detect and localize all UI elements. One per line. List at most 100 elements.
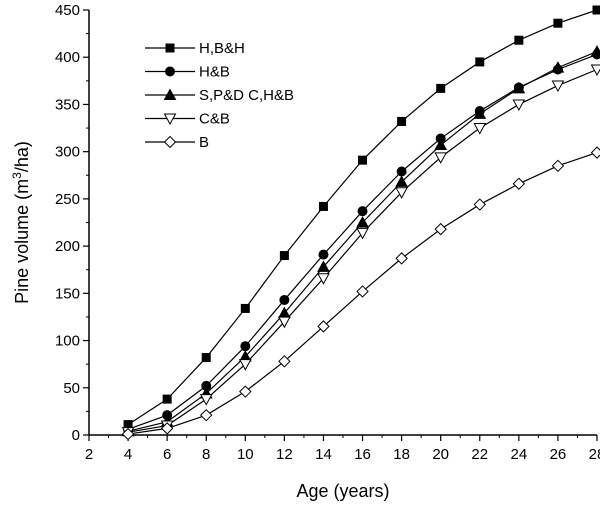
data-point [200, 408, 213, 422]
y-tick-label: 150 [55, 285, 80, 302]
legend-entry: S,P&D C,H&B [145, 87, 294, 104]
data-point [434, 222, 447, 236]
legend-label: S,P&D C,H&B [199, 87, 294, 104]
data-point [512, 177, 526, 190]
data-point [318, 249, 329, 260]
legend-label: H,B&H [199, 40, 245, 57]
axes: 2468101214161820222426280501001502002503… [55, 2, 600, 463]
legend: H,B&H H&B S,P&D C,H&B C&B B [145, 40, 294, 151]
x-tick-label: 26 [550, 446, 567, 463]
data-point [553, 18, 563, 28]
data-point [317, 320, 330, 333]
series-3 [121, 45, 600, 437]
data-point [278, 316, 291, 329]
y-tick-label: 0 [72, 427, 80, 444]
x-tick-label: 24 [511, 446, 528, 463]
data-point [317, 260, 330, 272]
data-point [551, 80, 565, 93]
x-tick-label: 28 [589, 446, 600, 463]
y-tick-label: 300 [55, 144, 80, 161]
data-point [356, 285, 369, 298]
data-point [434, 152, 448, 164]
legend-marker [163, 135, 177, 149]
data-point [279, 294, 290, 305]
data-point [239, 385, 252, 398]
x-tick-label: 8 [202, 446, 210, 463]
data-point [475, 57, 485, 67]
data-point [160, 422, 174, 435]
data-point [473, 123, 487, 135]
data-point [201, 353, 211, 363]
data-point [199, 394, 213, 406]
data-point [592, 5, 600, 15]
data-point [436, 83, 446, 93]
data-point [240, 303, 250, 313]
data-point [318, 201, 328, 211]
data-point [473, 198, 486, 211]
data-point [395, 187, 408, 199]
data-point [240, 341, 251, 352]
y-tick-label: 250 [55, 191, 80, 208]
x-tick-label: 12 [276, 446, 293, 463]
data-point [395, 252, 408, 265]
series-layer [121, 5, 600, 441]
data-point [397, 116, 407, 126]
x-axis-title: Age (years) [296, 481, 389, 501]
y-axis-title-superscript: 3 [10, 172, 24, 179]
data-point [162, 394, 172, 404]
legend-label: B [199, 134, 209, 151]
data-point [395, 175, 408, 187]
data-point [512, 81, 526, 94]
data-point [551, 159, 565, 173]
data-point [434, 138, 448, 151]
legend-entry: B [145, 134, 209, 151]
x-tick-label: 2 [85, 446, 93, 463]
legend-label: H&B [199, 64, 230, 81]
x-tick-label: 22 [471, 446, 488, 463]
y-tick-label: 350 [55, 96, 80, 113]
data-point [278, 355, 291, 368]
y-axis-title-prefix: Pine volume (m [12, 179, 32, 304]
legend-marker [163, 113, 177, 126]
y-tick-label: 200 [55, 238, 80, 255]
y-tick-label: 50 [63, 380, 80, 397]
series-line [127, 51, 598, 432]
y-axis-title: Pine volume (m3/ha) [10, 141, 32, 304]
y-axis-title-suffix: /ha) [12, 141, 32, 172]
legend-marker [163, 88, 177, 100]
x-tick-label: 4 [124, 446, 132, 463]
series-5 [121, 146, 600, 441]
data-point [514, 35, 524, 45]
data-point [279, 251, 289, 261]
x-tick-label: 20 [432, 446, 449, 463]
y-tick-label: 400 [55, 49, 80, 66]
x-tick-label: 10 [237, 446, 254, 463]
legend-entry: H,B&H [145, 40, 245, 57]
data-point [473, 107, 487, 119]
legend-entry: C&B [145, 111, 230, 128]
y-tick-label: 450 [55, 2, 80, 19]
x-tick-label: 18 [393, 446, 410, 463]
x-tick-label: 6 [163, 446, 171, 463]
series-4 [121, 64, 600, 439]
data-point [317, 273, 330, 285]
x-tick-label: 14 [315, 446, 332, 463]
data-point [551, 61, 565, 73]
data-point [590, 64, 600, 77]
data-point [396, 166, 407, 177]
legend-marker [165, 43, 175, 53]
data-point [357, 206, 368, 217]
data-point [590, 146, 600, 159]
legend-entry: H&B [145, 64, 230, 81]
x-tick-label: 16 [354, 446, 371, 463]
y-tick-label: 100 [55, 333, 80, 350]
data-point [356, 215, 369, 228]
data-point [238, 359, 252, 371]
data-point [358, 155, 368, 165]
data-point [356, 227, 369, 240]
series-2 [123, 49, 600, 435]
data-point [121, 427, 135, 441]
data-point [590, 45, 600, 57]
legend-marker [165, 66, 175, 77]
